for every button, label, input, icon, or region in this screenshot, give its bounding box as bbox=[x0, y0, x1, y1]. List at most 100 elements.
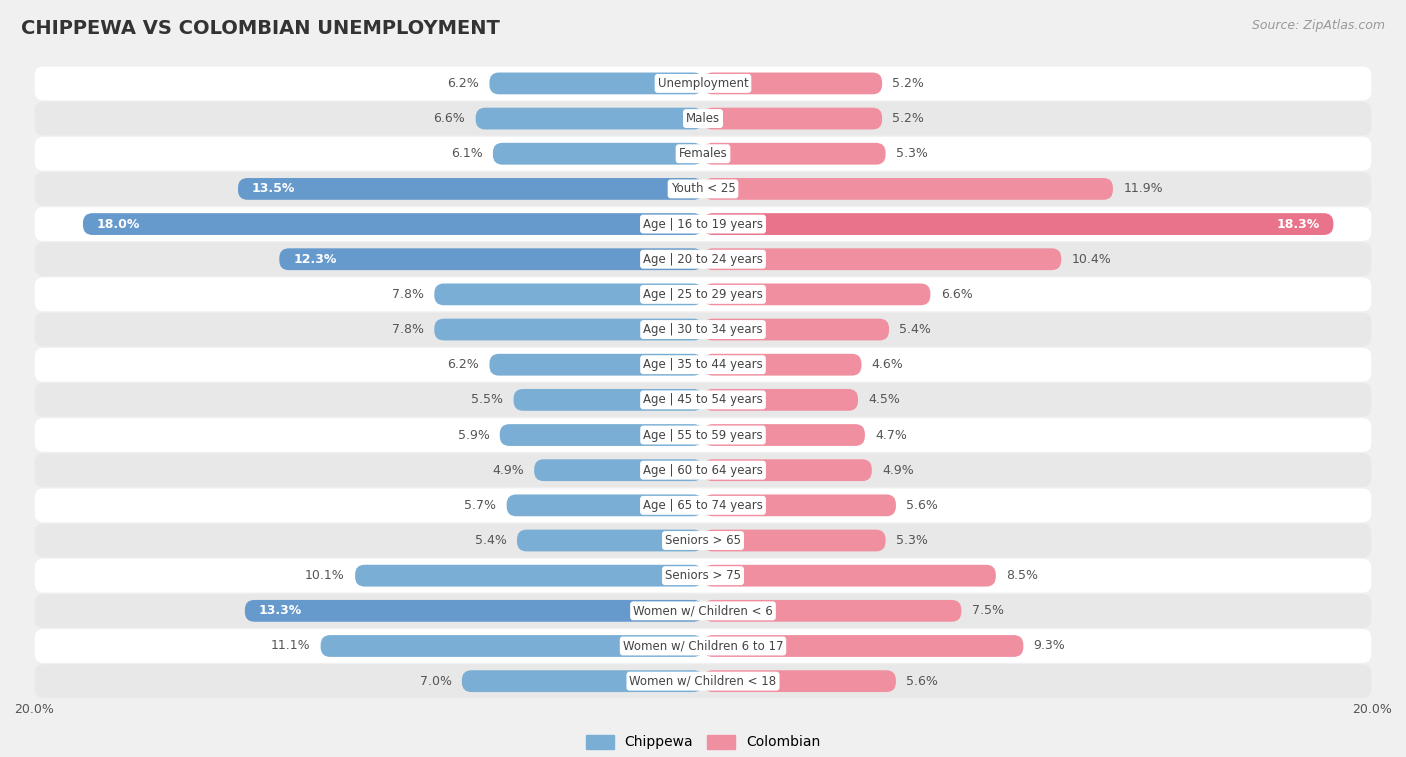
Text: 6.6%: 6.6% bbox=[433, 112, 465, 125]
FancyBboxPatch shape bbox=[461, 670, 703, 692]
FancyBboxPatch shape bbox=[703, 107, 882, 129]
Text: 18.0%: 18.0% bbox=[97, 217, 141, 231]
FancyBboxPatch shape bbox=[35, 594, 1371, 628]
Text: 6.2%: 6.2% bbox=[447, 77, 479, 90]
FancyBboxPatch shape bbox=[703, 459, 872, 481]
FancyBboxPatch shape bbox=[703, 283, 931, 305]
Text: Age | 65 to 74 years: Age | 65 to 74 years bbox=[643, 499, 763, 512]
Text: 5.7%: 5.7% bbox=[464, 499, 496, 512]
Text: 5.5%: 5.5% bbox=[471, 394, 503, 407]
Text: 4.9%: 4.9% bbox=[882, 464, 914, 477]
FancyBboxPatch shape bbox=[35, 207, 1371, 241]
FancyBboxPatch shape bbox=[280, 248, 703, 270]
FancyBboxPatch shape bbox=[238, 178, 703, 200]
Text: 8.5%: 8.5% bbox=[1007, 569, 1038, 582]
Text: Unemployment: Unemployment bbox=[658, 77, 748, 90]
FancyBboxPatch shape bbox=[35, 347, 1371, 382]
Text: Age | 60 to 64 years: Age | 60 to 64 years bbox=[643, 464, 763, 477]
FancyBboxPatch shape bbox=[489, 73, 703, 95]
FancyBboxPatch shape bbox=[35, 101, 1371, 136]
FancyBboxPatch shape bbox=[35, 453, 1371, 487]
Text: 5.6%: 5.6% bbox=[907, 499, 938, 512]
Text: 5.3%: 5.3% bbox=[896, 148, 928, 160]
FancyBboxPatch shape bbox=[35, 172, 1371, 206]
Text: 6.6%: 6.6% bbox=[941, 288, 973, 301]
FancyBboxPatch shape bbox=[703, 213, 1333, 235]
FancyBboxPatch shape bbox=[703, 143, 886, 164]
FancyBboxPatch shape bbox=[35, 418, 1371, 452]
Text: 13.5%: 13.5% bbox=[252, 182, 295, 195]
FancyBboxPatch shape bbox=[356, 565, 703, 587]
FancyBboxPatch shape bbox=[35, 313, 1371, 347]
Text: 4.7%: 4.7% bbox=[875, 428, 907, 441]
FancyBboxPatch shape bbox=[321, 635, 703, 657]
FancyBboxPatch shape bbox=[534, 459, 703, 481]
FancyBboxPatch shape bbox=[35, 665, 1371, 698]
Text: 18.3%: 18.3% bbox=[1277, 217, 1320, 231]
Text: Women w/ Children 6 to 17: Women w/ Children 6 to 17 bbox=[623, 640, 783, 653]
Text: Age | 35 to 44 years: Age | 35 to 44 years bbox=[643, 358, 763, 371]
FancyBboxPatch shape bbox=[703, 530, 886, 551]
Text: 5.6%: 5.6% bbox=[907, 674, 938, 687]
FancyBboxPatch shape bbox=[434, 319, 703, 341]
Text: 12.3%: 12.3% bbox=[292, 253, 336, 266]
Text: 20.0%: 20.0% bbox=[14, 703, 53, 716]
Legend: Chippewa, Colombian: Chippewa, Colombian bbox=[581, 729, 825, 755]
Text: Youth < 25: Youth < 25 bbox=[671, 182, 735, 195]
FancyBboxPatch shape bbox=[703, 635, 1024, 657]
Text: 20.0%: 20.0% bbox=[1353, 703, 1392, 716]
Text: 9.3%: 9.3% bbox=[1033, 640, 1066, 653]
Text: Women w/ Children < 18: Women w/ Children < 18 bbox=[630, 674, 776, 687]
FancyBboxPatch shape bbox=[499, 424, 703, 446]
Text: 7.8%: 7.8% bbox=[392, 323, 425, 336]
Text: Age | 55 to 59 years: Age | 55 to 59 years bbox=[643, 428, 763, 441]
Text: 10.4%: 10.4% bbox=[1071, 253, 1111, 266]
FancyBboxPatch shape bbox=[506, 494, 703, 516]
Text: Seniors > 65: Seniors > 65 bbox=[665, 534, 741, 547]
FancyBboxPatch shape bbox=[703, 600, 962, 621]
Text: 5.3%: 5.3% bbox=[896, 534, 928, 547]
FancyBboxPatch shape bbox=[703, 319, 889, 341]
FancyBboxPatch shape bbox=[703, 670, 896, 692]
Text: 5.4%: 5.4% bbox=[900, 323, 931, 336]
Text: 5.2%: 5.2% bbox=[893, 112, 924, 125]
Text: Seniors > 75: Seniors > 75 bbox=[665, 569, 741, 582]
FancyBboxPatch shape bbox=[475, 107, 703, 129]
Text: 13.3%: 13.3% bbox=[259, 604, 302, 617]
Text: 7.8%: 7.8% bbox=[392, 288, 425, 301]
FancyBboxPatch shape bbox=[489, 354, 703, 375]
Text: 7.0%: 7.0% bbox=[419, 674, 451, 687]
FancyBboxPatch shape bbox=[434, 283, 703, 305]
Text: 11.1%: 11.1% bbox=[271, 640, 311, 653]
Text: Age | 20 to 24 years: Age | 20 to 24 years bbox=[643, 253, 763, 266]
Text: 10.1%: 10.1% bbox=[305, 569, 344, 582]
Text: Source: ZipAtlas.com: Source: ZipAtlas.com bbox=[1251, 19, 1385, 32]
FancyBboxPatch shape bbox=[83, 213, 703, 235]
FancyBboxPatch shape bbox=[245, 600, 703, 621]
Text: 7.5%: 7.5% bbox=[972, 604, 1004, 617]
FancyBboxPatch shape bbox=[35, 278, 1371, 311]
Text: Age | 25 to 29 years: Age | 25 to 29 years bbox=[643, 288, 763, 301]
Text: Age | 45 to 54 years: Age | 45 to 54 years bbox=[643, 394, 763, 407]
FancyBboxPatch shape bbox=[35, 629, 1371, 663]
FancyBboxPatch shape bbox=[35, 383, 1371, 417]
FancyBboxPatch shape bbox=[35, 67, 1371, 100]
Text: CHIPPEWA VS COLOMBIAN UNEMPLOYMENT: CHIPPEWA VS COLOMBIAN UNEMPLOYMENT bbox=[21, 19, 501, 38]
Text: Age | 16 to 19 years: Age | 16 to 19 years bbox=[643, 217, 763, 231]
FancyBboxPatch shape bbox=[517, 530, 703, 551]
FancyBboxPatch shape bbox=[513, 389, 703, 411]
FancyBboxPatch shape bbox=[703, 389, 858, 411]
Text: 4.5%: 4.5% bbox=[869, 394, 900, 407]
Text: 4.6%: 4.6% bbox=[872, 358, 904, 371]
FancyBboxPatch shape bbox=[703, 178, 1114, 200]
Text: 5.2%: 5.2% bbox=[893, 77, 924, 90]
Text: 5.9%: 5.9% bbox=[457, 428, 489, 441]
FancyBboxPatch shape bbox=[703, 354, 862, 375]
FancyBboxPatch shape bbox=[703, 565, 995, 587]
Text: 4.9%: 4.9% bbox=[492, 464, 524, 477]
FancyBboxPatch shape bbox=[35, 488, 1371, 522]
Text: 11.9%: 11.9% bbox=[1123, 182, 1163, 195]
FancyBboxPatch shape bbox=[35, 524, 1371, 557]
FancyBboxPatch shape bbox=[35, 137, 1371, 170]
Text: 6.1%: 6.1% bbox=[451, 148, 482, 160]
